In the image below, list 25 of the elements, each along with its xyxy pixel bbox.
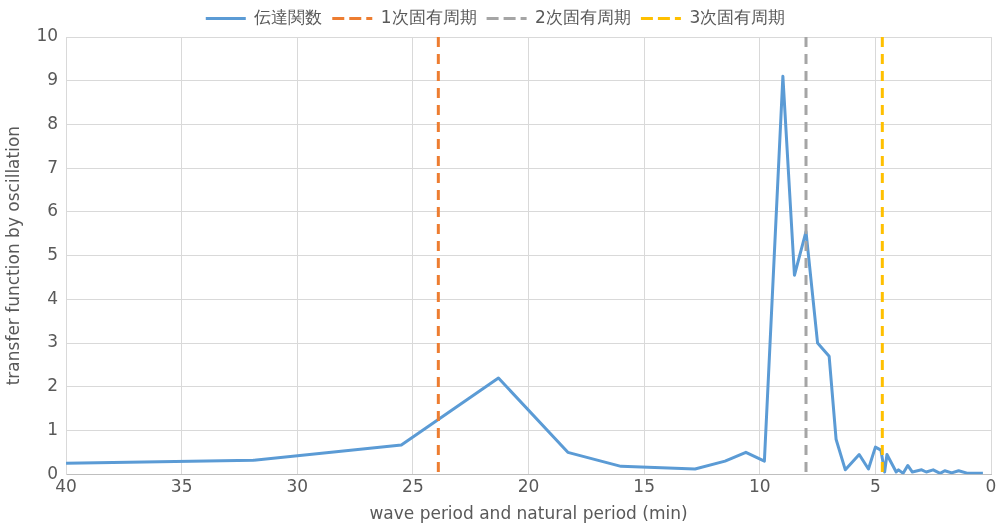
y-tick-label: 9 — [47, 69, 59, 90]
y-tick-label: 5 — [47, 244, 59, 265]
x-tick-label: 0 — [985, 475, 997, 496]
y-tick-label: 4 — [47, 287, 59, 308]
y-tick-label: 3 — [47, 331, 59, 352]
y-axis-title: transfer function by oscillation — [2, 125, 23, 386]
x-tick-label: 25 — [402, 475, 424, 496]
x-tick-label: 15 — [633, 475, 655, 496]
y-tick-label: 10 — [36, 25, 59, 46]
y-tick-label: 0 — [47, 462, 59, 483]
x-tick-label: 20 — [517, 475, 540, 496]
y-tick-label: 7 — [47, 156, 59, 177]
x-tick-label: 30 — [286, 475, 309, 496]
legend-label: 伝達関数 — [254, 6, 323, 27]
x-axis-title: wave period and natural period (min) — [369, 503, 688, 524]
x-tick-label: 35 — [170, 475, 193, 496]
y-tick-label: 8 — [47, 112, 59, 133]
y-tick-label: 1 — [47, 418, 59, 439]
legend-label: 2次固有周期 — [535, 6, 631, 27]
y-tick-label: 6 — [47, 200, 59, 221]
y-tick-label: 2 — [47, 375, 59, 396]
legend-label: 3次固有周期 — [689, 6, 786, 27]
x-tick-label: 5 — [869, 475, 881, 496]
x-tick-label: 10 — [748, 475, 771, 496]
ref-line-label: 1次固有周期 — [380, 6, 477, 27]
